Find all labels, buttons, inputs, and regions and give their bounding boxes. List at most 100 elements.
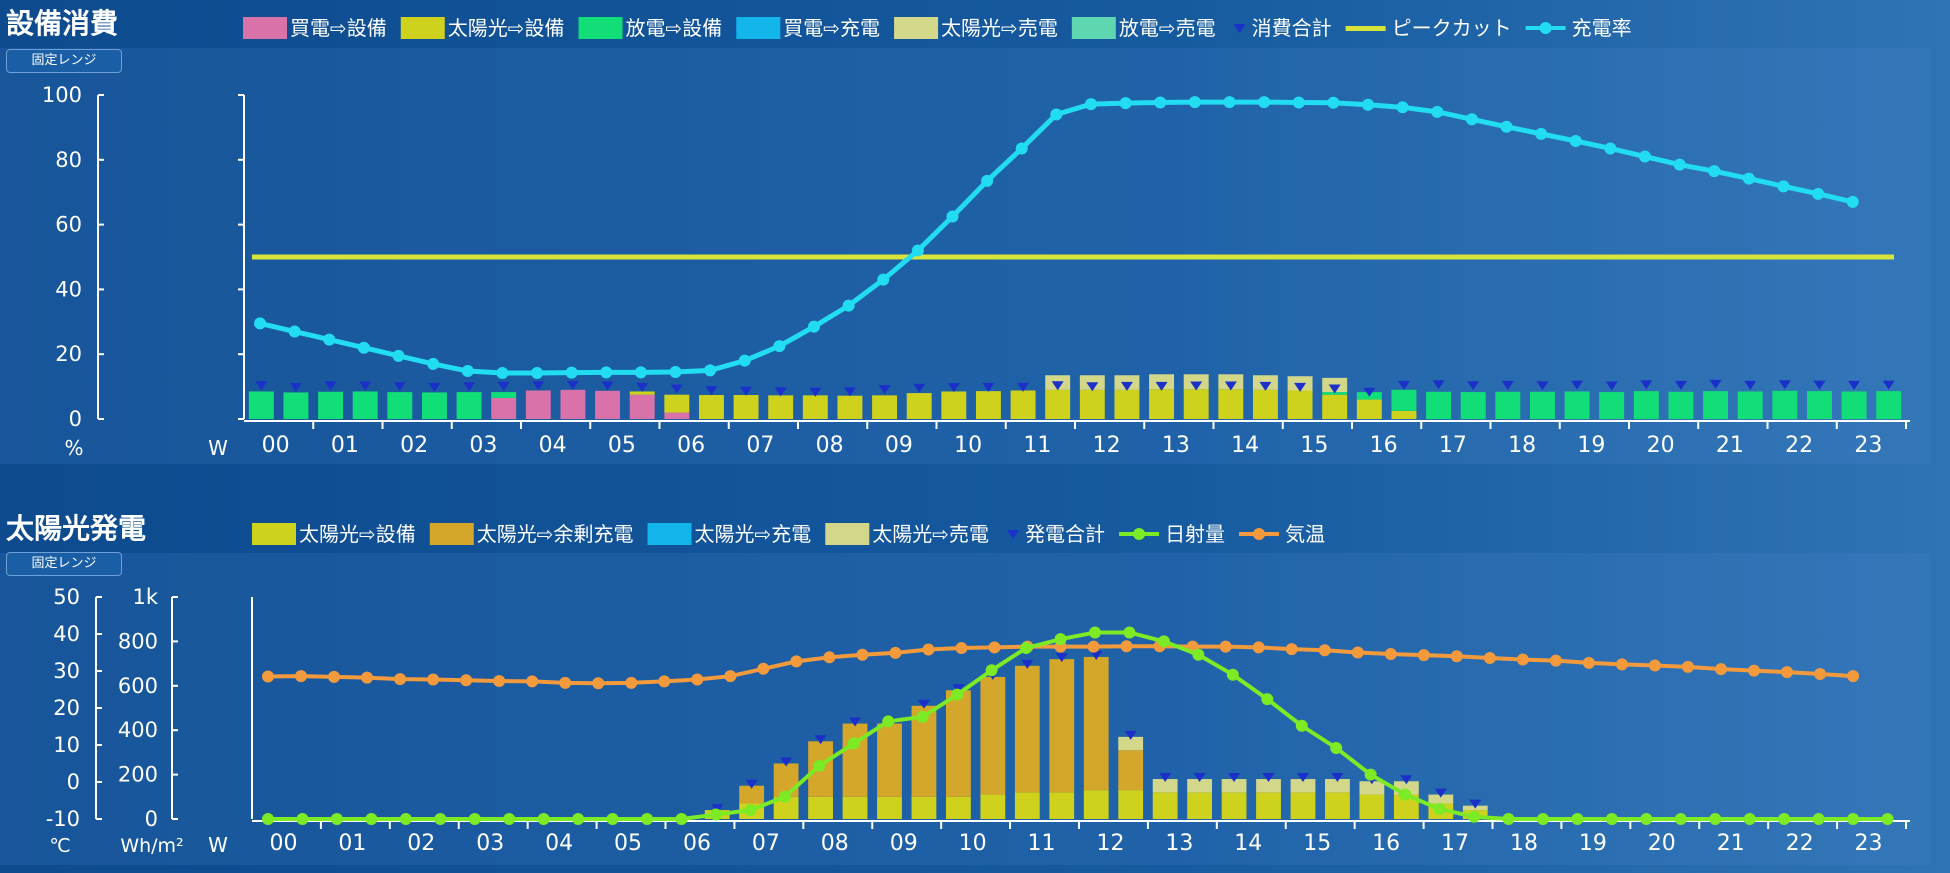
consumption-bar-42-s2 — [1703, 391, 1729, 419]
consumption-bar-33-s1 — [1391, 410, 1417, 419]
solar-x-tick-label-10: 10 — [959, 831, 987, 856]
consumption-legend-swatch-0 — [243, 17, 287, 39]
solar-x-tick-label-2: 02 — [407, 831, 435, 856]
consumption-x-tick-label-1: 01 — [331, 433, 359, 458]
solar-temperature-point-40 — [1582, 656, 1595, 669]
consumption-bar-25-s1 — [1114, 389, 1140, 419]
consumption-legend-swatch-2 — [578, 17, 623, 39]
consumption-x-tick-label-8: 08 — [816, 433, 844, 458]
consumption-bar-11-s1 — [629, 391, 655, 395]
solar-temp-tick-label-6: 50 — [53, 585, 80, 609]
consumption-total-marker-37 — [1536, 381, 1549, 391]
solar-irradiance-point-31 — [1330, 741, 1343, 754]
consumption-legend-item-8: 充電率 — [1525, 16, 1632, 40]
consumption-total-marker-35 — [1467, 381, 1480, 391]
consumption-y-tick-label-1: 20 — [55, 342, 82, 366]
consumption-bar-38-s2 — [1564, 391, 1590, 419]
consumption-legend-item-3: 買電⇨充電 — [736, 16, 880, 40]
solar-irradiance-point-2 — [330, 813, 343, 825]
solar-bar-26-s3 — [1152, 779, 1178, 793]
consumption-charge-rate-point-33 — [1396, 101, 1409, 114]
consumption-range-button[interactable]: 固定レンジ — [6, 49, 122, 73]
consumption-bar-6-s2 — [456, 392, 482, 419]
solar-temperature-point-2 — [328, 670, 341, 683]
solar-temperature-point-16 — [790, 655, 803, 668]
consumption-total-marker-9 — [566, 380, 579, 390]
solar-irradiance-point-22 — [1020, 642, 1033, 655]
consumption-charge-rate-point-7 — [496, 366, 509, 379]
solar-irradiance-point-17 — [847, 737, 860, 750]
solar-x-unit: W — [208, 833, 228, 857]
solar-total-marker-26 — [1159, 773, 1172, 783]
solar-temperature-point-19 — [889, 646, 902, 659]
solar-irradiance-point-27 — [1192, 648, 1205, 661]
solar-legend-item-5: 日射量 — [1119, 522, 1225, 546]
solar-total-marker-30 — [1296, 773, 1309, 783]
solar-bar-34-s3 — [1428, 794, 1454, 804]
consumption-legend-label-8: 充電率 — [1572, 16, 1632, 40]
solar-irr-tick-label-4: 800 — [118, 629, 158, 653]
solar-total-marker-35 — [1469, 799, 1482, 809]
solar-bar-31-s0 — [1325, 792, 1350, 819]
solar-irradiance-point-25 — [1123, 626, 1136, 639]
consumption-total-marker-20 — [947, 383, 960, 393]
solar-temperature-point-20 — [922, 643, 935, 656]
solar-legend-label-5: 日射量 — [1165, 522, 1225, 546]
consumption-charge-rate-point-16 — [808, 320, 820, 333]
solar-x-tick-label-15: 15 — [1303, 831, 1331, 856]
solar-temp-tick-label-0: -10 — [46, 807, 80, 831]
solar-temp-tick-label-1: 0 — [67, 770, 80, 794]
solar-irradiance-point-1 — [296, 813, 309, 825]
solar-irr-tick-label-0: 0 — [145, 807, 158, 831]
solar-x-tick-label-1: 01 — [338, 831, 366, 856]
consumption-bar-12-s1 — [664, 394, 690, 413]
consumption-total-marker-34 — [1432, 380, 1445, 390]
solar-temperature-point-3 — [361, 671, 374, 684]
consumption-total-marker-26 — [1155, 381, 1168, 391]
solar-temperature-point-17 — [823, 651, 836, 664]
consumption-total-marker-44 — [1778, 380, 1791, 390]
solar-irradiance-point-13 — [709, 808, 722, 821]
consumption-legend-item-7: ピークカット — [1345, 16, 1512, 40]
solar-x-tick-label-6: 06 — [683, 831, 711, 856]
solar-irradiance-point-21 — [985, 664, 998, 677]
solar-total-marker-34 — [1434, 788, 1447, 798]
consumption-bar-16-s1 — [802, 395, 828, 419]
solar-bar-32-s3 — [1359, 781, 1385, 795]
consumption-charge-rate-point-39 — [1604, 142, 1617, 155]
consumption-x-tick-label-10: 10 — [954, 433, 982, 458]
solar-irradiance-point-5 — [434, 813, 447, 825]
solar-bar-15-s0 — [773, 796, 799, 819]
consumption-total-marker-18 — [878, 385, 891, 395]
solar-irradiance-point-45 — [1812, 813, 1825, 825]
consumption-bar-28-s1 — [1218, 389, 1244, 419]
solar-total-marker-31 — [1331, 773, 1344, 783]
solar-range-button[interactable]: 固定レンジ — [6, 552, 122, 576]
solar-irradiance-point-9 — [572, 813, 585, 825]
consumption-bar-41-s2 — [1668, 391, 1694, 419]
consumption-charge-rate-point-0 — [254, 317, 266, 330]
solar-x-tick-label-22: 22 — [1786, 831, 1814, 856]
consumption-charge-rate-point-26 — [1154, 96, 1167, 109]
consumption-charge-rate-point-45 — [1812, 187, 1825, 200]
consumption-charge-rate-point-42 — [1708, 165, 1721, 178]
consumption-total-marker-16 — [809, 387, 822, 397]
consumption-charge-rate-point-36 — [1500, 120, 1513, 133]
consumption-bar-13-s1 — [698, 395, 724, 419]
solar-x-tick-label-0: 00 — [269, 831, 297, 856]
solar-irradiance-point-12 — [675, 813, 688, 825]
solar-x-tick-label-17: 17 — [1441, 831, 1469, 856]
consumption-charge-rate-point-21 — [981, 174, 994, 187]
solar-temperature-point-5 — [427, 673, 440, 686]
solar-bar-25-s0 — [1118, 790, 1144, 819]
solar-irradiance-point-16 — [813, 759, 826, 772]
solar-irradiance-point-32 — [1364, 768, 1377, 781]
consumption-charge-rate-point-5 — [427, 357, 440, 370]
solar-x-tick-label-12: 12 — [1096, 831, 1124, 856]
consumption-legend-label-2: 放電⇨設備 — [626, 16, 723, 40]
solar-irradiance-point-4 — [399, 813, 412, 825]
solar-irradiance-point-38 — [1571, 813, 1584, 825]
consumption-legend-item-4: 太陽光⇨売電 — [894, 16, 1058, 40]
solar-bar-29-s3 — [1256, 779, 1281, 793]
solar-temperature-point-30 — [1252, 641, 1265, 654]
